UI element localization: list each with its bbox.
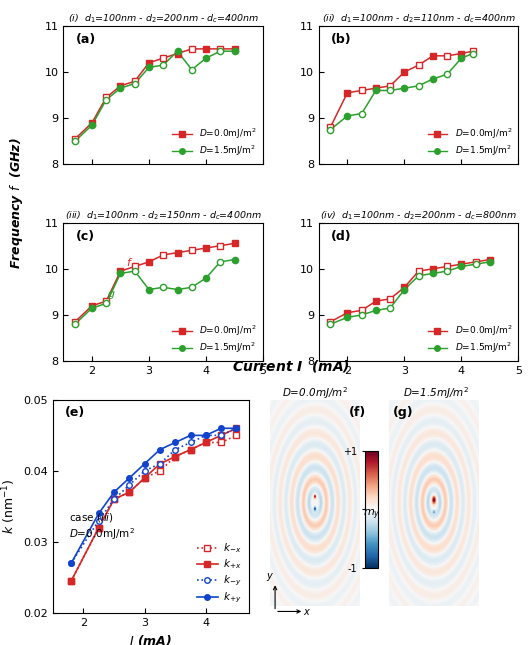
$k_{-x}$ bbox=[68, 577, 75, 584]
Legend: $D$=0.0mJ/m$^2$, $D$=1.5mJ/m$^2$: $D$=0.0mJ/m$^2$, $D$=1.5mJ/m$^2$ bbox=[170, 124, 259, 160]
$k_{+x}$ bbox=[126, 488, 133, 496]
Y-axis label: $k$ (nm$^{-1}$): $k$ (nm$^{-1}$) bbox=[0, 479, 18, 534]
$k_{+x}$ bbox=[141, 474, 148, 482]
$k_{-x}$ bbox=[111, 495, 117, 503]
$k_{-y}$ bbox=[111, 495, 117, 503]
Legend: $k_{-x}$, $k_{+x}$, $k_{-y}$, $k_{+y}$: $k_{-x}$, $k_{+x}$, $k_{-y}$, $k_{+y}$ bbox=[195, 539, 243, 608]
$k_{+y}$ bbox=[218, 424, 224, 432]
Text: (c): (c) bbox=[76, 230, 95, 243]
Text: (g): (g) bbox=[394, 406, 414, 419]
$k_{-y}$ bbox=[218, 432, 224, 439]
$k_{-x}$ bbox=[126, 488, 133, 496]
$k_{+y}$ bbox=[157, 446, 163, 453]
$k_{+x}$ bbox=[203, 439, 209, 446]
$k_{+x}$ bbox=[157, 460, 163, 468]
$k_{+x}$ bbox=[96, 524, 102, 531]
Text: $m_y$: $m_y$ bbox=[363, 508, 380, 522]
$k_{-y}$ bbox=[187, 439, 194, 446]
Text: $D$=1.5mJ/m$^2$: $D$=1.5mJ/m$^2$ bbox=[404, 385, 469, 401]
$k_{-y}$ bbox=[68, 559, 75, 567]
Title: (i)  $d_1$=100nm - $d_2$=200nm - $d_c$=400nm: (i) $d_1$=100nm - $d_2$=200nm - $d_c$=40… bbox=[68, 13, 259, 25]
$k_{-x}$ bbox=[96, 524, 102, 531]
$k_{-x}$ bbox=[157, 467, 163, 475]
$k_{+x}$ bbox=[172, 453, 178, 461]
$k_{+x}$ bbox=[233, 424, 240, 432]
$k_{+x}$ bbox=[218, 432, 224, 439]
$k_{-y}$ bbox=[157, 460, 163, 468]
Text: (b): (b) bbox=[331, 33, 351, 46]
Title: (iv)  $d_1$=100nm - $d_2$=200nm - $d_c$=800nm: (iv) $d_1$=100nm - $d_2$=200nm - $d_c$=8… bbox=[320, 210, 517, 222]
Text: (d): (d) bbox=[331, 230, 351, 243]
$k_{+y}$ bbox=[141, 460, 148, 468]
$k_{+x}$ bbox=[111, 495, 117, 503]
Legend: $D$=0.0mJ/m$^2$, $D$=1.5mJ/m$^2$: $D$=0.0mJ/m$^2$, $D$=1.5mJ/m$^2$ bbox=[426, 124, 514, 160]
Line: $k_{-x}$: $k_{-x}$ bbox=[68, 433, 239, 584]
$k_{-y}$ bbox=[203, 432, 209, 439]
$k_{-y}$ bbox=[172, 446, 178, 453]
$k_{+y}$ bbox=[172, 439, 178, 446]
Text: (a): (a) bbox=[76, 33, 96, 46]
Text: Frequency $f$  (GHz): Frequency $f$ (GHz) bbox=[8, 137, 25, 269]
Text: Current $\bfit{I}$  (mA): Current $\bfit{I}$ (mA) bbox=[232, 359, 350, 374]
$k_{-y}$ bbox=[141, 467, 148, 475]
Text: (f): (f) bbox=[349, 406, 366, 419]
Text: g: g bbox=[108, 290, 115, 299]
$k_{+y}$ bbox=[111, 488, 117, 496]
$k_{-x}$ bbox=[203, 439, 209, 446]
$k_{-x}$ bbox=[187, 446, 194, 453]
$k_{+y}$ bbox=[126, 474, 133, 482]
$k_{+y}$ bbox=[68, 559, 75, 567]
$k_{+x}$ bbox=[187, 446, 194, 453]
Line: $k_{+y}$: $k_{+y}$ bbox=[68, 426, 239, 566]
$k_{+x}$ bbox=[68, 577, 75, 584]
Title: (iii)  $d_1$=100nm - $d_2$=150nm - $d_c$=400nm: (iii) $d_1$=100nm - $d_2$=150nm - $d_c$=… bbox=[65, 210, 262, 222]
Text: (e): (e) bbox=[65, 406, 85, 419]
$k_{-x}$ bbox=[218, 439, 224, 446]
$k_{-y}$ bbox=[233, 424, 240, 432]
$k_{-x}$ bbox=[172, 453, 178, 461]
$k_{-y}$ bbox=[126, 481, 133, 489]
$k_{-y}$ bbox=[96, 517, 102, 524]
$k_{-x}$ bbox=[233, 432, 240, 439]
Text: $x$: $x$ bbox=[303, 607, 311, 617]
$k_{+y}$ bbox=[96, 510, 102, 517]
Text: f: f bbox=[126, 259, 130, 268]
Text: $D$=0.0mJ/m$^2$: $D$=0.0mJ/m$^2$ bbox=[282, 385, 348, 401]
Legend: $D$=0.0mJ/m$^2$, $D$=1.5mJ/m$^2$: $D$=0.0mJ/m$^2$, $D$=1.5mJ/m$^2$ bbox=[426, 322, 514, 357]
Line: $k_{-y}$: $k_{-y}$ bbox=[68, 426, 239, 566]
Text: case $(iii)$
$D$=0.0mJ/m$^2$: case $(iii)$ $D$=0.0mJ/m$^2$ bbox=[69, 511, 134, 542]
Text: $y$: $y$ bbox=[266, 571, 274, 583]
$k_{+y}$ bbox=[233, 424, 240, 432]
$k_{+y}$ bbox=[203, 432, 209, 439]
Legend: $D$=0.0mJ/m$^2$, $D$=1.5mJ/m$^2$: $D$=0.0mJ/m$^2$, $D$=1.5mJ/m$^2$ bbox=[170, 322, 259, 357]
$k_{-x}$ bbox=[141, 474, 148, 482]
X-axis label: $I$ (mA): $I$ (mA) bbox=[129, 633, 172, 645]
$k_{+y}$ bbox=[187, 432, 194, 439]
Title: (ii)  $d_1$=100nm - $d_2$=110nm - $d_c$=400nm: (ii) $d_1$=100nm - $d_2$=110nm - $d_c$=4… bbox=[322, 13, 516, 25]
Line: $k_{+x}$: $k_{+x}$ bbox=[68, 426, 239, 584]
